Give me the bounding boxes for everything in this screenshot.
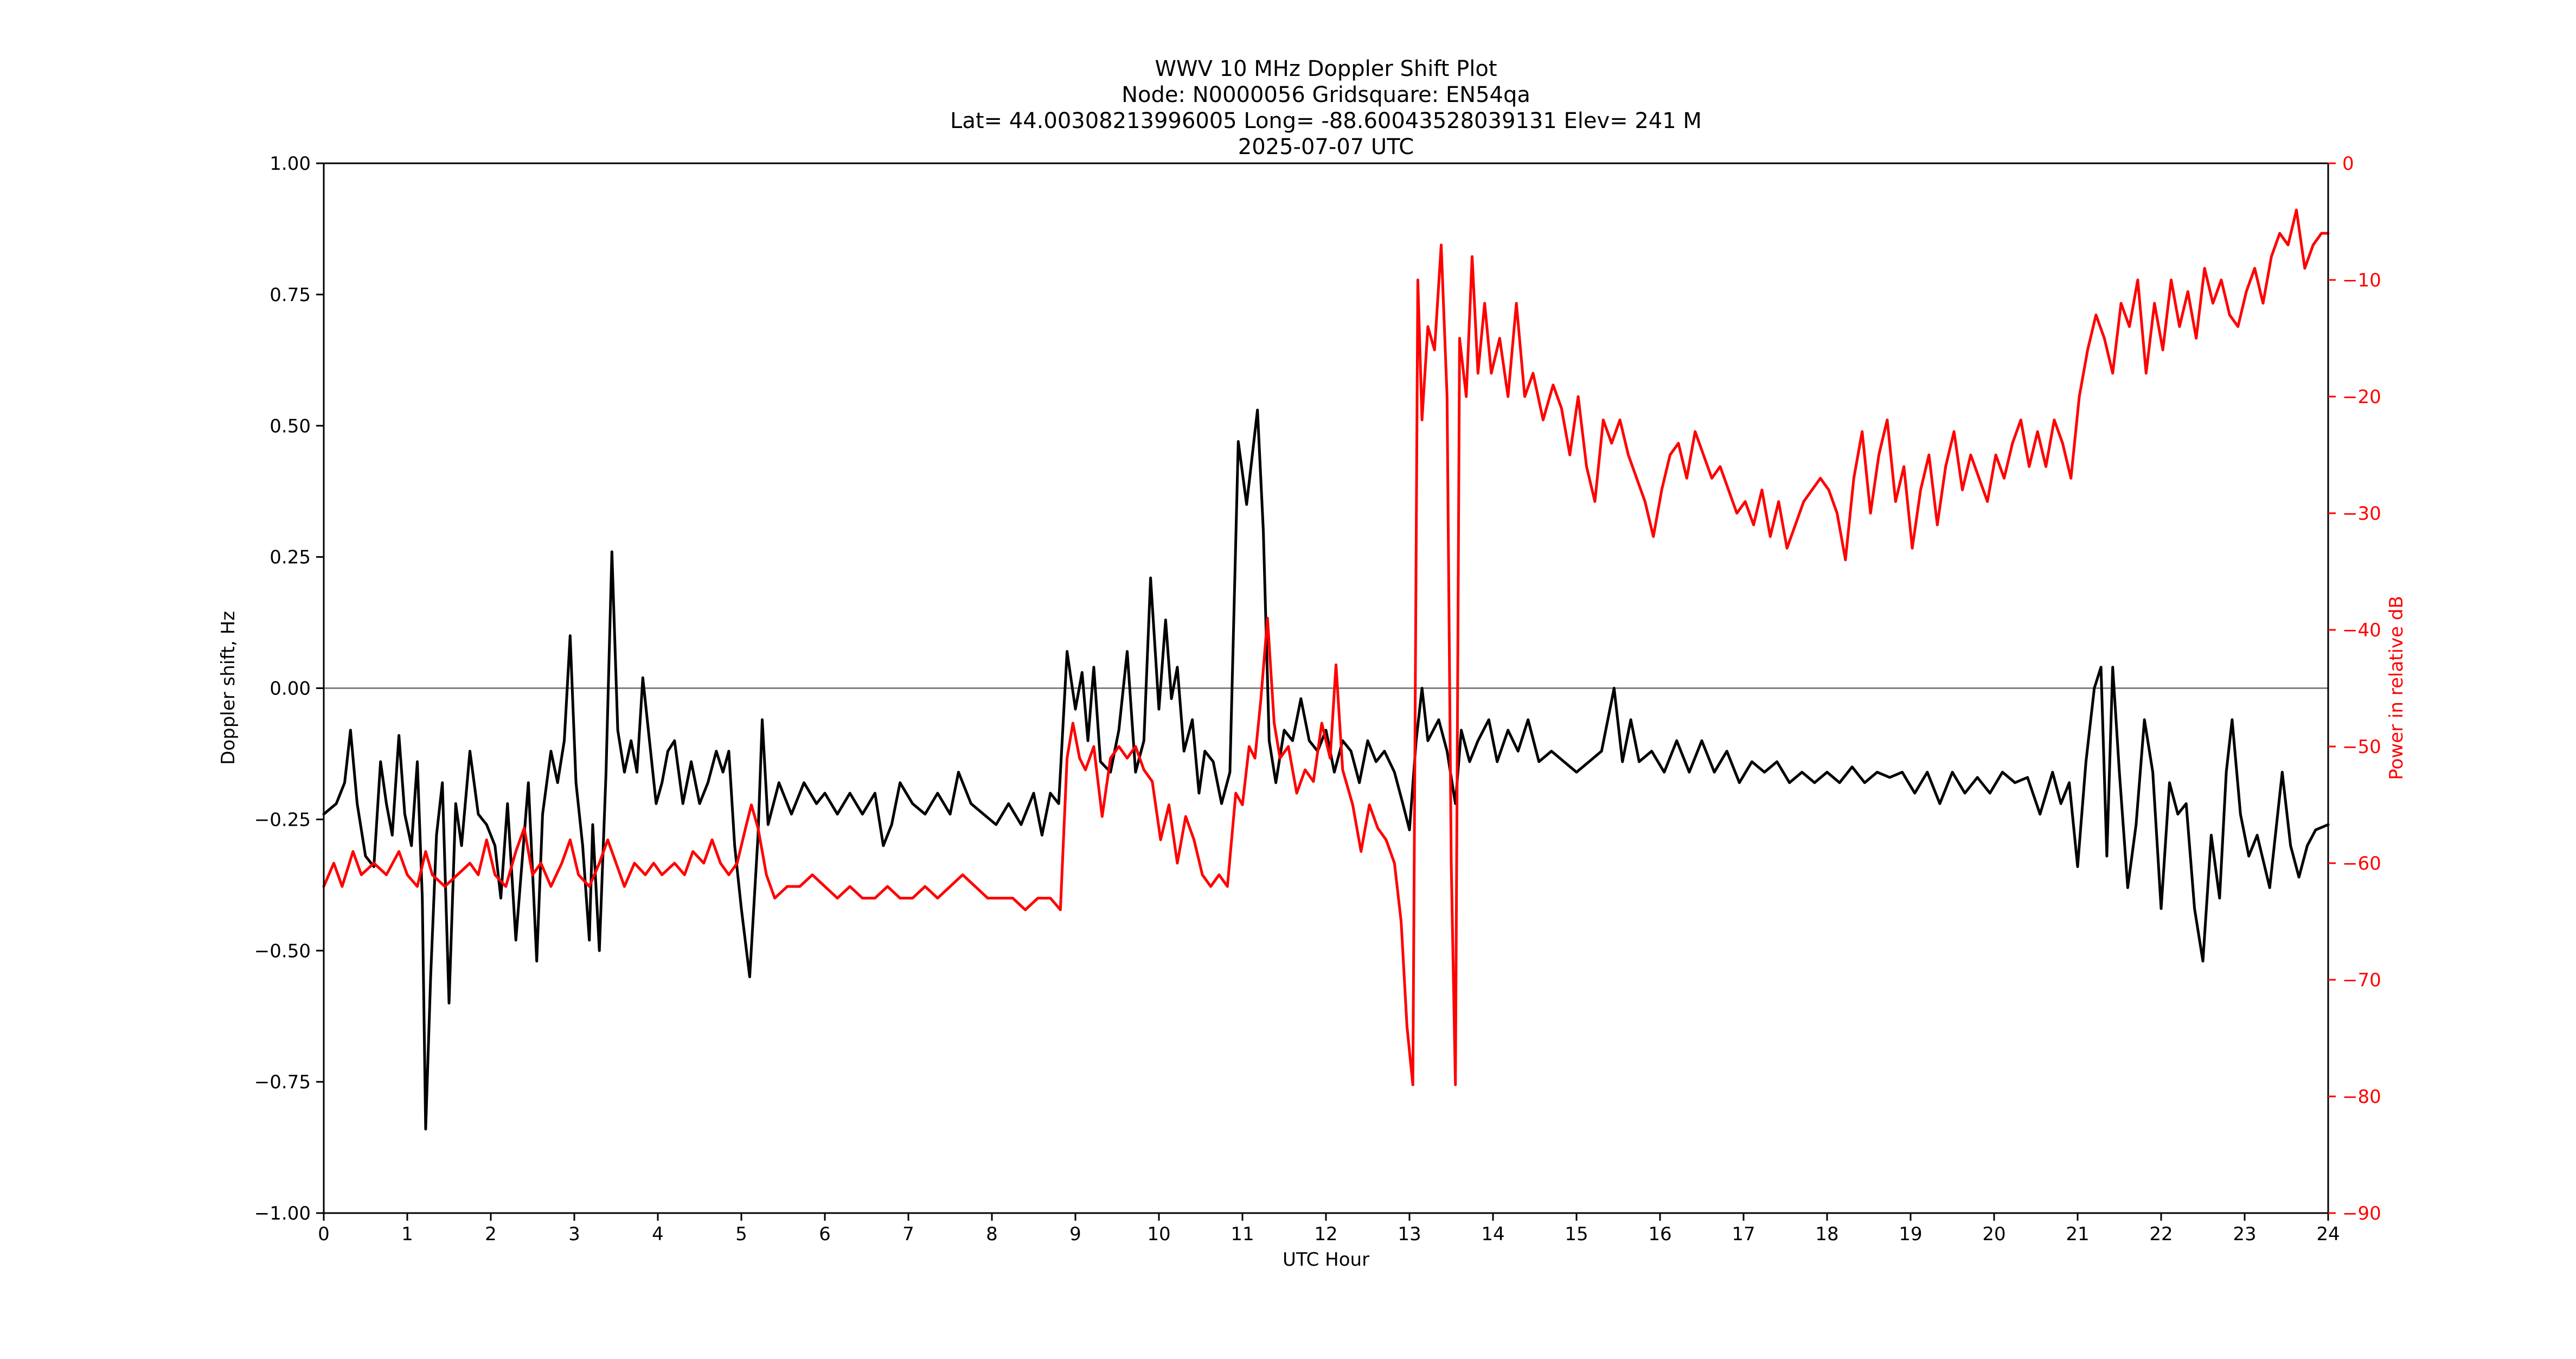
y-left-tick-label: −1.00: [254, 1203, 311, 1224]
x-tick-label: 18: [1815, 1223, 1838, 1245]
x-tick-label: 7: [902, 1223, 914, 1245]
x-tick-label: 12: [1314, 1223, 1337, 1245]
chart-title-line: WWV 10 MHz Doppler Shift Plot: [1155, 56, 1497, 81]
y-right-tick-label: −40: [2342, 620, 2381, 641]
chart-title-line: Node: N0000056 Gridsquare: EN54qa: [1122, 82, 1530, 107]
x-tick-label: 13: [1398, 1223, 1421, 1245]
y-axis-right: 0 −10 −20 −30 −40 −50 −60 −70 −80 −90: [2327, 153, 2381, 1224]
x-tick-label: 14: [1481, 1223, 1504, 1245]
y-left-tick-label: 0.25: [270, 547, 311, 569]
x-tick-label: 19: [1899, 1223, 1922, 1245]
x-axis-label: UTC Hour: [1283, 1249, 1369, 1271]
y-left-tick-label: 1.00: [270, 153, 311, 175]
y-right-tick-label: −50: [2342, 736, 2381, 758]
y-left-tick-label: 0.00: [270, 678, 311, 700]
y-axis-right-label: Power in relative dB: [2386, 596, 2407, 780]
x-tick-label: 11: [1231, 1223, 1254, 1245]
x-tick-label: 15: [1565, 1223, 1588, 1245]
x-tick-label: 17: [1732, 1223, 1755, 1245]
y-left-tick-label: 0.50: [270, 416, 311, 437]
x-tick-label: 24: [2316, 1223, 2340, 1245]
x-tick-label: 21: [2066, 1223, 2089, 1245]
y-left-tick-label: −0.50: [254, 940, 311, 962]
power-series-line: [322, 208, 2330, 1086]
chart-title-line: 2025-07-07 UTC: [1238, 135, 1414, 159]
x-tick-label: 4: [652, 1223, 664, 1245]
y-right-tick-label: −30: [2342, 503, 2381, 525]
doppler-series-line: [322, 409, 2330, 1131]
y-right-tick-label: −90: [2342, 1203, 2381, 1224]
x-tick-label: 6: [819, 1223, 831, 1245]
y-left-tick-label: 0.75: [270, 284, 311, 306]
x-tick-label: 1: [401, 1223, 413, 1245]
x-tick-label: 16: [1648, 1223, 1671, 1245]
x-tick-label: 0: [318, 1223, 330, 1245]
x-tick-label: 5: [735, 1223, 747, 1245]
series-group: [322, 208, 2330, 1131]
y-right-tick-label: −70: [2342, 969, 2381, 991]
chart-title-line: Lat= 44.00308213996005 Long= -88.6004352…: [950, 109, 1702, 133]
x-tick-label: 22: [2149, 1223, 2173, 1245]
x-tick-label: 23: [2233, 1223, 2256, 1245]
y-right-tick-label: 0: [2342, 153, 2354, 175]
y-right-tick-label: −80: [2342, 1086, 2381, 1108]
x-tick-label: 3: [568, 1223, 580, 1245]
x-tick-label: 2: [485, 1223, 497, 1245]
y-right-tick-label: −20: [2342, 386, 2381, 408]
x-tick-label: 9: [1069, 1223, 1081, 1245]
x-axis: 0 1 2 3 4 5 6 7 8 9 10 11 12 13 14 15 16 17 18 19 20 21 22 23 24: [318, 1213, 2340, 1245]
x-tick-label: 20: [1982, 1223, 2005, 1245]
y-axis-left-label: Doppler shift, Hz: [217, 611, 239, 765]
y-left-tick-label: −0.25: [254, 809, 311, 831]
y-axis-left: 1.00 0.75 0.50 0.25 0.00 −0.25 −0.50 −0.75 −1.00: [254, 153, 324, 1224]
y-right-tick-label: −60: [2342, 853, 2381, 875]
y-right-tick-label: −10: [2342, 270, 2381, 291]
y-left-tick-label: −0.75: [254, 1071, 311, 1093]
x-tick-label: 8: [986, 1223, 998, 1245]
x-tick-label: 10: [1147, 1223, 1170, 1245]
